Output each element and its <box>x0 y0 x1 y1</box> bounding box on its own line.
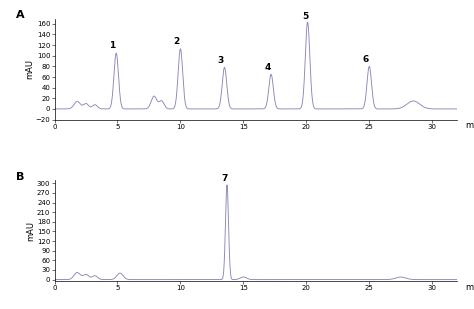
Text: 5: 5 <box>302 12 308 21</box>
Text: 6: 6 <box>363 55 369 64</box>
Text: min: min <box>466 121 474 130</box>
Y-axis label: mAU: mAU <box>25 59 34 79</box>
Text: A: A <box>16 11 25 20</box>
Text: B: B <box>16 172 25 182</box>
Text: min: min <box>466 282 474 292</box>
Text: 4: 4 <box>264 63 271 72</box>
Text: 3: 3 <box>218 56 224 65</box>
Y-axis label: mAU: mAU <box>27 221 36 241</box>
Text: 2: 2 <box>173 37 180 46</box>
Text: 7: 7 <box>221 174 228 183</box>
Text: 1: 1 <box>109 41 116 50</box>
